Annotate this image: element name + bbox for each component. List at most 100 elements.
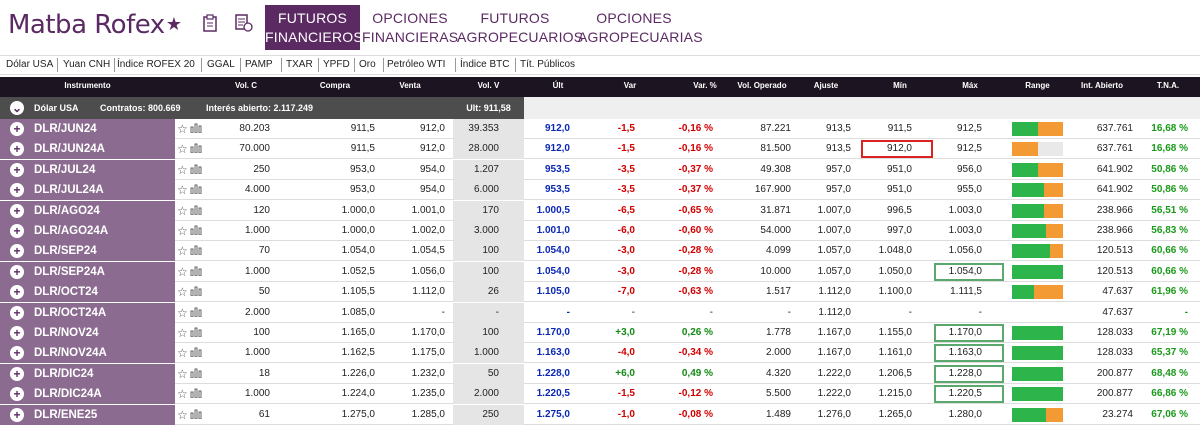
favorite-star-icon[interactable]: ☆ — [177, 183, 188, 198]
favorite-star-icon[interactable]: ☆ — [177, 244, 188, 259]
favorite-star-icon[interactable]: ☆ — [177, 326, 188, 340]
matba-rofex-logo[interactable]: Matba Rofex — [8, 10, 165, 40]
column-header[interactable]: Var — [623, 81, 637, 90]
bar-chart-icon[interactable] — [188, 346, 203, 360]
column-header[interactable]: T.N.A. — [1156, 81, 1180, 90]
instrument-cell[interactable]: + DLR/NOV24A — [0, 343, 175, 364]
instrument-cell[interactable]: + DLR/DIC24A — [0, 384, 175, 405]
favorite-star-icon[interactable]: ☆ — [177, 387, 188, 402]
bar-chart-icon[interactable] — [188, 306, 203, 320]
favorite-star-icon[interactable]: ☆ — [177, 346, 188, 361]
column-header[interactable]: Mín — [893, 81, 907, 90]
favorite-star-icon[interactable]: ☆ — [177, 122, 188, 136]
table-row[interactable]: + DLR/ENE25 ☆ 61 1.275,0 1.285,0 250 1.275,0 -1,… — [0, 404, 1200, 425]
instrument-cell[interactable]: + DLR/SEP24A — [0, 261, 175, 282]
column-header[interactable]: Compra — [319, 81, 351, 90]
column-header[interactable]: Instrumento — [64, 81, 111, 90]
tab-opciones-agropecuarias[interactable]: OPCIONES AGROPECUARIAS — [578, 5, 703, 50]
column-header[interactable]: Int. Abierto — [1081, 81, 1123, 90]
column-header[interactable]: Vol. Operado — [737, 81, 787, 90]
column-header[interactable]: Máx — [962, 81, 978, 90]
expand-plus-icon[interactable]: + — [10, 387, 24, 402]
bar-chart-icon[interactable] — [188, 163, 203, 177]
instrument-cell[interactable]: + DLR/AGO24 — [0, 200, 175, 221]
expand-plus-icon[interactable]: + — [10, 244, 24, 259]
table-row[interactable]: + DLR/DIC24 ☆ 18 1.226,0 1.232,0 50 1.228,0 +6,0… — [0, 363, 1200, 384]
chevron-down-icon[interactable]: ⌄ — [10, 101, 24, 115]
subnav-item[interactable]: Yuan CNH — [63, 59, 111, 70]
subnav-item[interactable]: GGAL — [207, 59, 235, 70]
table-row[interactable]: + DLR/AGO24A ☆ 1.000 1.000,0 1.002,0 3.000 1.00… — [0, 221, 1200, 241]
subnav-item[interactable]: Dólar USA — [6, 59, 54, 70]
expand-plus-icon[interactable]: + — [10, 162, 24, 177]
subnav-item[interactable]: YPFD — [323, 59, 350, 70]
column-header[interactable]: Vol. V — [477, 81, 500, 90]
instrument-cell[interactable]: + DLR/JUL24 — [0, 159, 175, 180]
favorite-star-icon[interactable]: ☆ — [177, 224, 188, 238]
instrument-cell[interactable]: + DLR/JUN24A — [0, 139, 175, 160]
table-row[interactable]: + DLR/JUL24 ☆ 250 953,0 954,0 1.207 953,5 -3,5 -0… — [0, 159, 1200, 180]
tab-futuros-agropecuarios[interactable]: FUTUROS AGROPECUARIOS — [457, 5, 583, 50]
column-header[interactable]: Var. % — [693, 81, 717, 90]
bar-chart-icon[interactable] — [188, 224, 203, 238]
bar-chart-icon[interactable] — [188, 265, 203, 279]
table-row[interactable]: + DLR/SEP24 ☆ 70 1.054,0 1.054,5 100 1.054,0 -3,… — [0, 241, 1200, 262]
subnav-item[interactable]: Índice ROFEX 20 — [117, 59, 195, 70]
table-row[interactable]: + DLR/OCT24 ☆ 50 1.105,5 1.112,0 26 1.105,0 -7,0… — [0, 282, 1200, 303]
expand-plus-icon[interactable]: + — [10, 224, 24, 238]
bar-chart-icon[interactable] — [188, 367, 203, 381]
instrument-cell[interactable]: + DLR/SEP24 — [0, 241, 175, 262]
subnav-item[interactable]: PAMP — [245, 59, 273, 70]
table-row[interactable]: + DLR/DIC24A ☆ 1.000 1.224,0 1.235,0 2.000 1.22… — [0, 384, 1200, 405]
expand-plus-icon[interactable]: + — [10, 305, 24, 320]
bar-chart-icon[interactable] — [188, 326, 203, 340]
expand-plus-icon[interactable]: + — [10, 285, 24, 300]
table-row[interactable]: + DLR/NOV24A ☆ 1.000 1.162,5 1.175,0 1.000 1.16… — [0, 343, 1200, 364]
favorite-star-icon[interactable]: ☆ — [177, 162, 188, 177]
bar-chart-icon[interactable] — [188, 244, 203, 258]
expand-plus-icon[interactable]: + — [10, 142, 24, 157]
instrument-cell[interactable]: + DLR/DIC24 — [0, 363, 175, 384]
expand-plus-icon[interactable]: + — [10, 264, 24, 279]
favorite-star-icon[interactable]: ☆ — [177, 407, 188, 422]
expand-plus-icon[interactable]: + — [10, 122, 24, 136]
bar-chart-icon[interactable] — [188, 387, 203, 401]
tab-opciones-financieras[interactable]: OPCIONES FINANCIERAS — [362, 5, 458, 50]
instrument-cell[interactable]: + DLR/JUL24A — [0, 180, 175, 201]
favorite-star-icon[interactable]: ☆ — [177, 285, 188, 300]
expand-plus-icon[interactable]: + — [10, 203, 24, 218]
favorite-star-icon[interactable]: ☆ — [177, 203, 188, 218]
bar-chart-icon[interactable] — [188, 408, 203, 422]
instrument-cell[interactable]: + DLR/OCT24A — [0, 302, 175, 323]
table-row[interactable]: + DLR/JUN24A ☆ 70.000 911,5 912,0 28.000 912,0 -… — [0, 139, 1200, 160]
table-row[interactable]: + DLR/AGO24 ☆ 120 1.000,0 1.001,0 170 1.000,5 -6… — [0, 200, 1200, 221]
instrument-cell[interactable]: + DLR/AGO24A — [0, 221, 175, 241]
expand-plus-icon[interactable]: + — [10, 183, 24, 198]
subnav-item[interactable]: Petróleo WTI — [387, 59, 446, 70]
bar-chart-icon[interactable] — [188, 204, 203, 218]
table-row[interactable]: + DLR/JUL24A ☆ 4.000 953,0 954,0 6.000 953,5 -3,… — [0, 180, 1200, 201]
instrument-cell[interactable]: + DLR/JUN24 — [0, 119, 175, 139]
column-header[interactable]: Range — [1025, 81, 1050, 90]
column-header[interactable]: Últ — [552, 81, 564, 90]
column-header[interactable]: Vol. C — [234, 81, 258, 90]
bar-chart-icon[interactable] — [188, 183, 203, 197]
favorite-star-icon[interactable]: ☆ — [177, 305, 188, 320]
subnav-item[interactable]: Índice BTC — [460, 59, 510, 70]
instrument-cell[interactable]: + DLR/OCT24 — [0, 282, 175, 303]
favorite-star-icon[interactable]: ☆ — [177, 264, 188, 279]
group-row-dolar-usa[interactable]: ⌄ Dólar USA Contratos: 800.669 Interés a… — [0, 97, 1200, 119]
favorite-star-icon[interactable]: ☆ — [177, 142, 188, 157]
favorite-star-icon[interactable]: ☆ — [177, 366, 188, 381]
bar-chart-icon[interactable] — [188, 142, 203, 156]
bar-chart-icon[interactable] — [188, 122, 203, 136]
instrument-cell[interactable]: + DLR/ENE25 — [0, 404, 175, 425]
expand-plus-icon[interactable]: + — [10, 366, 24, 381]
star-icon[interactable]: ★ — [165, 14, 183, 34]
table-row[interactable]: + DLR/NOV24 ☆ 100 1.165,0 1.170,0 100 1.170,0 +3… — [0, 323, 1200, 343]
column-header[interactable]: Venta — [399, 81, 421, 90]
expand-plus-icon[interactable]: + — [10, 346, 24, 361]
column-header[interactable]: Ajuste — [813, 81, 839, 90]
table-row[interactable]: + DLR/JUN24 ☆ 80.203 911,5 912,0 39.353 912,0 -1… — [0, 119, 1200, 139]
subnav-item[interactable]: Oro — [359, 59, 376, 70]
